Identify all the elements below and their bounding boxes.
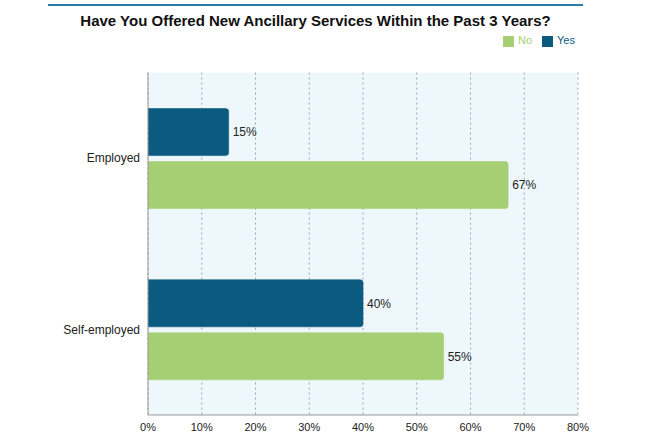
svg-text:60%: 60% xyxy=(459,421,481,433)
svg-text:30%: 30% xyxy=(298,421,320,433)
svg-text:40%: 40% xyxy=(367,297,391,311)
svg-text:67%: 67% xyxy=(512,178,536,192)
html-text:Yes: Yes xyxy=(557,34,575,46)
svg-text:55%: 55% xyxy=(448,350,472,364)
svg-text:50%: 50% xyxy=(406,421,428,433)
svg-text:15%: 15% xyxy=(233,125,257,139)
svg-text:80%: 80% xyxy=(567,421,589,433)
html-text:No: No xyxy=(518,34,532,46)
html-text:Have You Offered New Ancillary: Have You Offered New Ancillary Services … xyxy=(80,12,551,29)
svg-text:Self-employed: Self-employed xyxy=(63,323,140,337)
svg-text:40%: 40% xyxy=(352,421,374,433)
svg-text:20%: 20% xyxy=(244,421,266,433)
svg-text:0%: 0% xyxy=(140,421,156,433)
svg-text:Employed: Employed xyxy=(87,151,140,165)
svg-text:70%: 70% xyxy=(513,421,535,433)
svg-text:10%: 10% xyxy=(191,421,213,433)
